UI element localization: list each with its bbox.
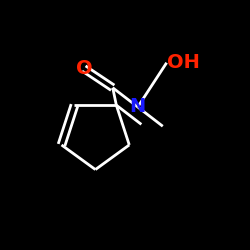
Text: N: N <box>130 98 146 116</box>
Text: OH: OH <box>166 53 200 72</box>
Text: O: O <box>76 59 92 78</box>
